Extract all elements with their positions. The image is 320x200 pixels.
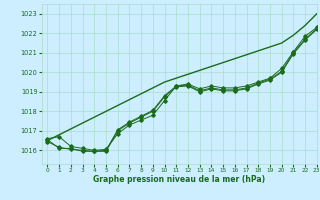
X-axis label: Graphe pression niveau de la mer (hPa): Graphe pression niveau de la mer (hPa) [93,175,265,184]
